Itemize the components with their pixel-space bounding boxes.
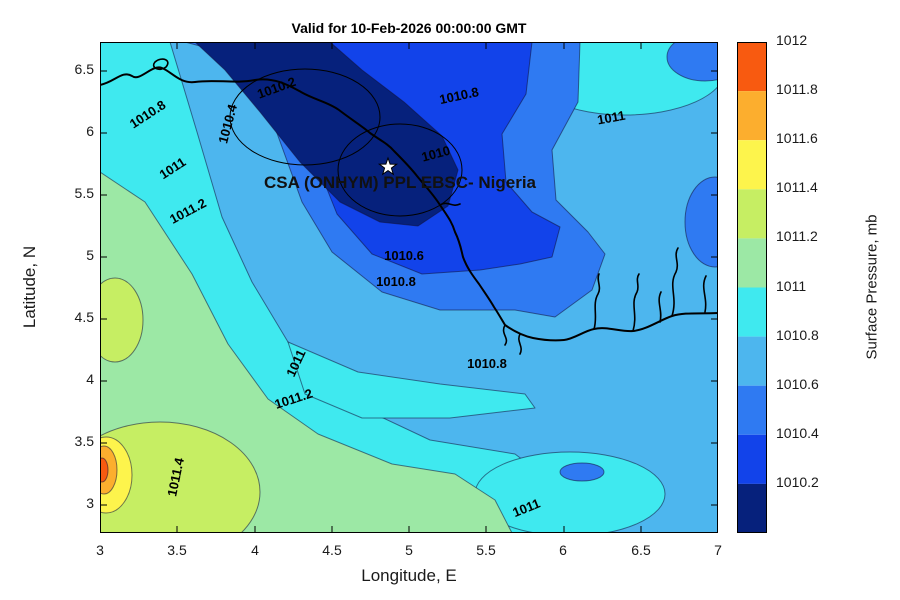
x-tick-label: 6.5 — [631, 542, 651, 558]
y-tick-label: 4 — [86, 371, 94, 387]
site-annotation: CSA (ONHYM) PPL EBSC- Nigeria — [264, 173, 537, 192]
colorbar-axis-label: Surface Pressure, mb — [863, 214, 881, 360]
colorbar-band — [737, 483, 767, 533]
y-tick-label: 3.5 — [74, 433, 94, 449]
colorbar-band — [737, 238, 767, 288]
colorbar-tick-label: 1011.8 — [776, 81, 818, 97]
y-tick-label: 3 — [86, 495, 94, 511]
plot-border — [100, 42, 718, 533]
colorbar-tick-label: 1010.2 — [776, 474, 819, 490]
axis-ticks — [100, 42, 718, 533]
band-1010-6-righttongue — [684, 176, 718, 268]
contour-label: 1010 — [420, 143, 452, 165]
contour-line-1010 — [337, 123, 463, 217]
creek-lines — [152, 58, 707, 355]
figure-title: Valid for 10-Feb-2026 00:00:00 GMT — [291, 20, 527, 36]
x-tick-label: 4 — [251, 542, 259, 558]
colorbar-tick-label: 1011 — [776, 278, 807, 294]
contour-label: 1010.8 — [376, 274, 416, 289]
colorbar-band — [737, 287, 767, 337]
colorbar-band — [737, 385, 767, 435]
contour-line-1010-2 — [229, 68, 381, 166]
band-1010-6-topright — [666, 42, 718, 82]
band-1011-4-southwest — [100, 421, 261, 533]
colorbar-band — [737, 336, 767, 386]
x-tick-label: 3.5 — [167, 542, 187, 558]
x-tick-label: 3 — [96, 542, 104, 558]
band-1012 — [100, 457, 109, 483]
band-1010-2-core — [194, 42, 459, 227]
colorbar — [737, 42, 767, 533]
colorbar-tick-label: 1010.4 — [776, 425, 819, 441]
y-axis-label: Latitude, N — [20, 245, 39, 329]
x-tick-label: 7 — [714, 542, 722, 558]
contour-label: 1010.8 — [467, 356, 507, 371]
band-1011-4-west — [100, 277, 144, 363]
site-star-marker — [377, 156, 399, 176]
y-tick-label: 5.5 — [74, 185, 94, 201]
colorbar-tick-label: 1010.8 — [776, 327, 819, 343]
colorbar-band — [737, 140, 767, 190]
colorbar-band — [737, 91, 767, 141]
colorbar-band — [737, 434, 767, 484]
y-tick-label: 5 — [86, 247, 94, 263]
contour-label: 1010.6 — [384, 248, 424, 263]
y-tick-label: 6.5 — [74, 61, 94, 77]
coastline — [100, 66, 718, 342]
colorbar-tick-label: 1011.6 — [776, 130, 818, 146]
contour-map: CSA (ONHYM) PPL EBSC- Nigeria 1010.8 101… — [100, 42, 718, 533]
x-tick-label: 5.5 — [476, 542, 496, 558]
y-tick-label: 6 — [86, 123, 94, 139]
band-1010-6-southspot — [559, 462, 605, 482]
colorbar-border — [737, 42, 767, 533]
x-tick-label: 5 — [405, 542, 413, 558]
colorbar-band — [737, 42, 767, 92]
colorbar-tick-label: 1011.2 — [776, 228, 818, 244]
x-tick-label: 4.5 — [322, 542, 342, 558]
y-tick-label: 4.5 — [74, 309, 94, 325]
colorbar-tick-label: 1011.4 — [776, 179, 818, 195]
x-axis-label: Longitude, E — [361, 566, 457, 585]
band-1011-strip-centre — [287, 341, 536, 419]
colorbar-tick-label: 1012 — [776, 32, 808, 48]
colorbar-band — [737, 189, 767, 239]
x-tick-label: 6 — [559, 542, 567, 558]
contour-label: 1011 — [596, 108, 626, 128]
colorbar-tick-label: 1010.6 — [776, 376, 819, 392]
